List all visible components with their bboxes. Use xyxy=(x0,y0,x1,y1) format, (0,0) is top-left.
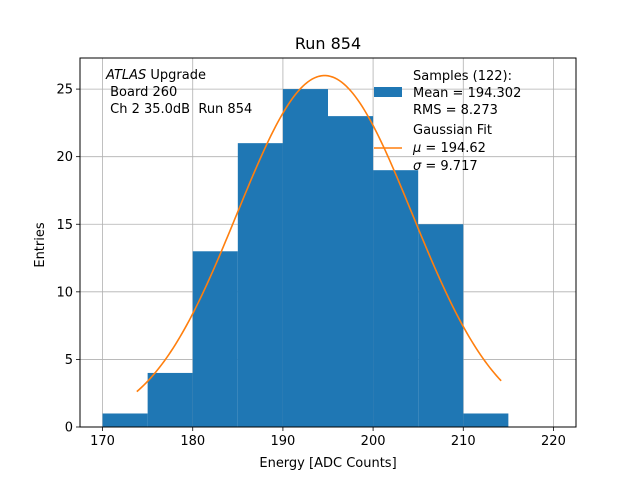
legend-fit-sigma: σ = 9.717 xyxy=(413,159,478,174)
x-tick-label: 170 xyxy=(90,434,115,449)
legend-fit-mu: μ = 194.62 xyxy=(412,141,486,156)
histogram-bar xyxy=(282,89,328,427)
y-tick-label: 20 xyxy=(56,150,73,165)
annotation-line-2: Board 260 xyxy=(106,85,177,100)
annotation-line-1: ATLAS Upgrade xyxy=(105,68,206,83)
y-tick-label: 0 xyxy=(65,421,73,436)
y-tick-label: 25 xyxy=(56,83,73,98)
axis-ticks: 170 180 190 200 210 220 0 5 10 15 20 25 xyxy=(56,83,565,449)
y-tick-label: 15 xyxy=(56,218,73,233)
histogram-bar xyxy=(192,251,238,427)
sigma-value: = 9.717 xyxy=(421,159,477,174)
histogram-bar xyxy=(102,413,148,427)
annotation-line-3: Ch 2 35.0dB Run 854 xyxy=(106,102,252,117)
x-tick-label: 200 xyxy=(361,434,386,449)
axes-frame xyxy=(79,57,577,428)
mu-value: = 194.62 xyxy=(421,141,486,156)
x-tick-label: 190 xyxy=(270,434,295,449)
legend-samples-line-2: Mean = 194.302 xyxy=(413,86,521,101)
histogram-bar xyxy=(463,413,509,427)
x-tick-label: 180 xyxy=(180,434,205,449)
annotation-box: ATLAS Upgrade Board 260 Ch 2 35.0dB Run … xyxy=(105,68,252,117)
histogram-bar xyxy=(373,170,419,427)
y-tick-label: 5 xyxy=(65,353,73,368)
upgrade-label: Upgrade xyxy=(146,68,206,83)
gaussian-fit-curve xyxy=(136,74,502,393)
x-tick-label: 210 xyxy=(451,434,476,449)
histogram-bar xyxy=(328,116,374,427)
y-axis-label: Entries xyxy=(33,222,48,268)
x-axis-label: Energy [ADC Counts] xyxy=(259,456,396,471)
chart-title: Run 854 xyxy=(295,34,361,53)
x-tick-label: 220 xyxy=(541,434,566,449)
y-tick-label: 10 xyxy=(56,285,73,300)
sigma-symbol: σ xyxy=(413,159,422,174)
histogram-bar xyxy=(237,143,283,427)
legend: Samples (122): Mean = 194.302 RMS = 8.27… xyxy=(374,69,521,174)
legend-fit-line-1: Gaussian Fit xyxy=(413,123,492,138)
histogram-bars xyxy=(102,89,509,427)
fit-layer xyxy=(136,74,502,393)
legend-samples-swatch xyxy=(374,87,402,97)
legend-samples-line-1: Samples (122): xyxy=(413,69,512,84)
legend-samples-line-3: RMS = 8.273 xyxy=(413,103,498,118)
histogram-bar xyxy=(418,224,464,427)
mu-symbol: μ xyxy=(412,141,421,156)
atlas-label: ATLAS xyxy=(105,68,146,83)
histogram-bar xyxy=(147,372,193,427)
